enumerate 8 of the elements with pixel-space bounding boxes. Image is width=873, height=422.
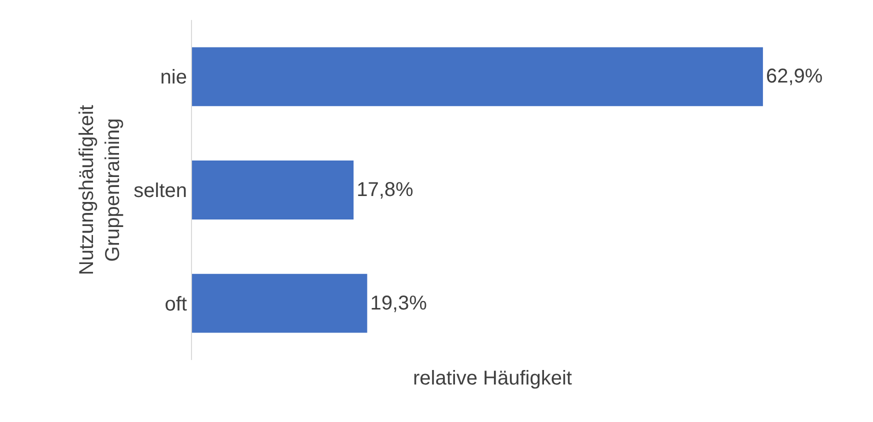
data-label: 62,9% <box>766 66 823 88</box>
y-axis-title: Nutzungshäufigkeit Gruppentraining <box>76 104 124 276</box>
data-label: 19,3% <box>370 292 428 314</box>
y-tick-label: oft <box>164 293 188 316</box>
x-axis-title: relative Häufigkeit <box>413 368 572 390</box>
y-tick-label: nie <box>160 66 187 89</box>
data-label: 17,8% <box>356 179 414 201</box>
y-tick-label: selten <box>134 180 187 202</box>
